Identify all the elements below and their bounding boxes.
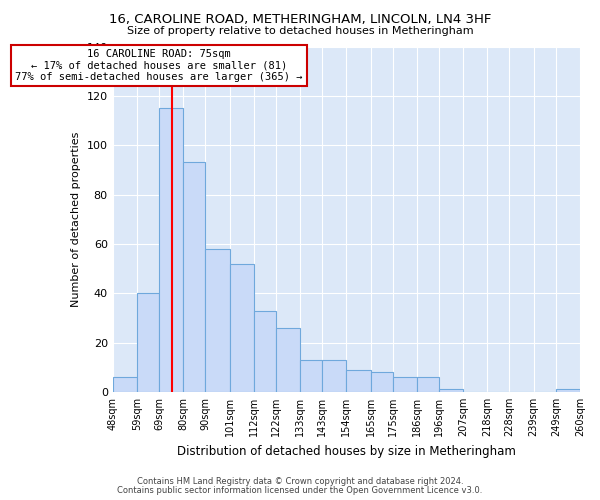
Bar: [556, 390, 580, 392]
Bar: [417, 377, 439, 392]
Text: Contains HM Land Registry data © Crown copyright and database right 2024.: Contains HM Land Registry data © Crown c…: [137, 477, 463, 486]
Text: 16, CAROLINE ROAD, METHERINGHAM, LINCOLN, LN4 3HF: 16, CAROLINE ROAD, METHERINGHAM, LINCOLN…: [109, 12, 491, 26]
Text: Size of property relative to detached houses in Metheringham: Size of property relative to detached ho…: [127, 26, 473, 36]
Bar: [300, 360, 322, 392]
Bar: [205, 249, 230, 392]
Text: Contains public sector information licensed under the Open Government Licence v3: Contains public sector information licen…: [118, 486, 482, 495]
Bar: [392, 377, 417, 392]
Bar: [346, 370, 371, 392]
Bar: [276, 328, 300, 392]
Bar: [137, 293, 159, 392]
Bar: [439, 390, 463, 392]
Bar: [254, 310, 276, 392]
Bar: [230, 264, 254, 392]
Bar: [113, 377, 137, 392]
Bar: [183, 162, 205, 392]
Y-axis label: Number of detached properties: Number of detached properties: [71, 132, 81, 307]
Bar: [371, 372, 392, 392]
X-axis label: Distribution of detached houses by size in Metheringham: Distribution of detached houses by size …: [177, 444, 516, 458]
Bar: [322, 360, 346, 392]
Text: 16 CAROLINE ROAD: 75sqm
← 17% of detached houses are smaller (81)
77% of semi-de: 16 CAROLINE ROAD: 75sqm ← 17% of detache…: [15, 49, 303, 82]
Bar: [159, 108, 183, 392]
